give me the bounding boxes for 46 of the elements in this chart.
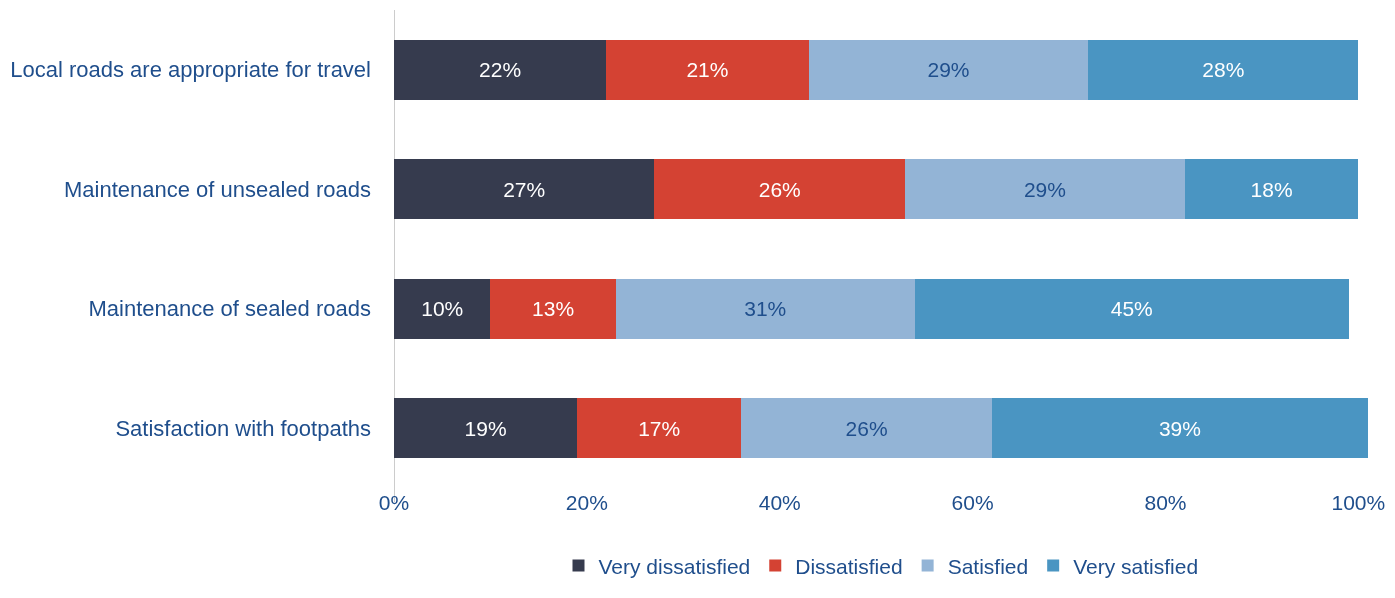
data-label: 26%	[758, 177, 801, 201]
bar	[654, 159, 906, 220]
x-tick-label: 20%	[565, 491, 608, 514]
x-tick-label: 0%	[378, 491, 410, 514]
data-label: 26%	[845, 416, 888, 440]
data-label: 39%	[1158, 416, 1201, 440]
y-tick-label: Local roads are appropriate for travel	[10, 57, 371, 83]
data-label: 21%	[686, 58, 729, 82]
bar	[490, 278, 616, 339]
data-label: 45%	[1110, 297, 1153, 321]
bar	[905, 159, 1185, 220]
data-label: 17%	[638, 416, 681, 440]
data-label: 29%	[1023, 177, 1066, 201]
data-label: 31%	[744, 297, 787, 321]
bar	[606, 39, 809, 100]
bar	[991, 398, 1368, 459]
y-tick-label: Maintenance of unsealed roads	[64, 176, 371, 202]
data-label: 18%	[1250, 177, 1293, 201]
data-label: 10%	[421, 297, 464, 321]
bar	[615, 278, 915, 339]
y-tick-label: Maintenance of sealed roads	[88, 296, 371, 322]
legend-label: Satisfied	[947, 554, 1029, 578]
bar	[394, 398, 578, 459]
bar	[394, 39, 607, 100]
legend-label: Dissatisfied	[795, 554, 903, 578]
bar	[914, 278, 1349, 339]
bar	[394, 278, 491, 339]
bar	[741, 398, 992, 459]
data-label: 27%	[503, 177, 546, 201]
data-label: 13%	[532, 297, 575, 321]
y-tick-label: Satisfaction with footpaths	[115, 415, 371, 441]
data-label: 19%	[464, 416, 507, 440]
bar	[1088, 39, 1359, 100]
x-tick-label: 80%	[1144, 491, 1187, 514]
x-tick-label: 60%	[951, 491, 994, 514]
data-label: 29%	[927, 58, 970, 82]
legend-label: Very dissatisfied	[598, 554, 751, 578]
bar	[1184, 159, 1359, 220]
legend-label: Very satisfied	[1073, 554, 1199, 578]
x-tick-label: 100%	[1331, 491, 1386, 514]
data-label: 22%	[479, 58, 522, 82]
data-label: 28%	[1202, 58, 1245, 82]
x-tick-label: 40%	[758, 491, 801, 514]
bar	[808, 39, 1089, 100]
bar	[394, 159, 655, 220]
bar	[577, 398, 742, 459]
